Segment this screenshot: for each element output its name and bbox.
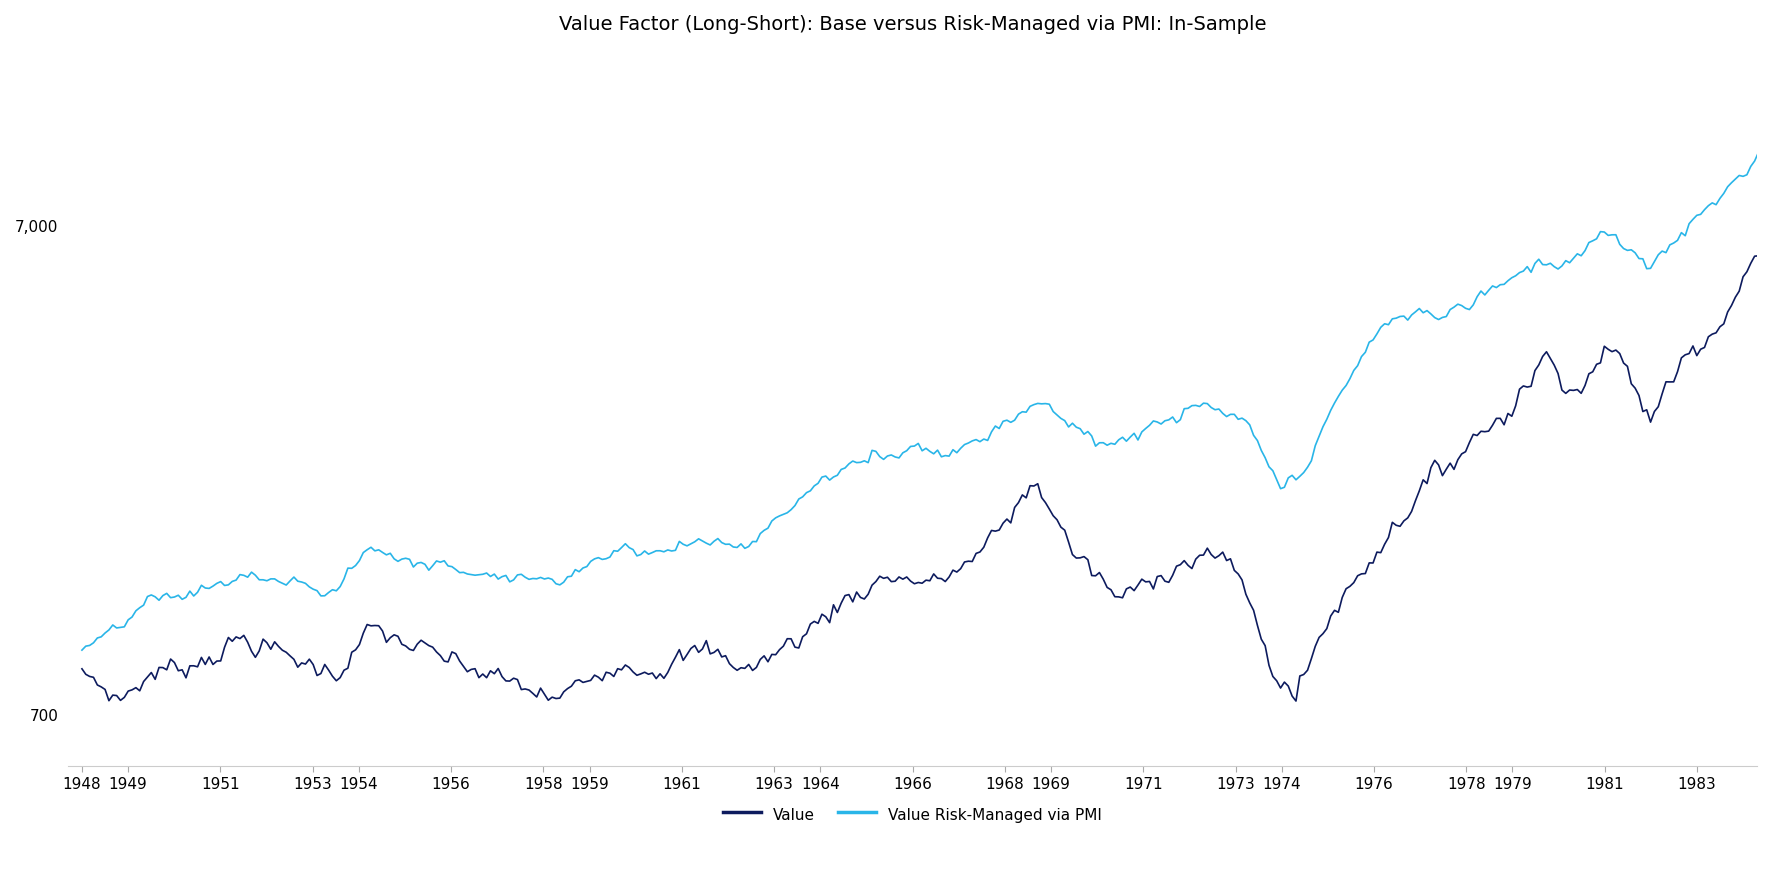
Value Risk-Managed via PMI <box>641 548 663 558</box>
Value Risk-Managed via PMI <box>97 625 119 635</box>
Value <box>641 668 663 679</box>
Value <box>684 641 705 651</box>
Value Risk-Managed via PMI <box>684 536 705 547</box>
Value <box>1285 696 1306 706</box>
Line: Value Risk-Managed via PMI: Value Risk-Managed via PMI <box>82 111 1772 650</box>
Line: Value: Value <box>82 214 1772 701</box>
Value <box>1031 493 1053 503</box>
Value Risk-Managed via PMI <box>1031 399 1053 409</box>
Value <box>97 696 119 706</box>
Title: Value Factor (Long-Short): Base versus Risk-Managed via PMI: In-Sample: Value Factor (Long-Short): Base versus R… <box>558 15 1267 34</box>
Value Risk-Managed via PMI <box>618 542 640 553</box>
Value <box>71 664 92 674</box>
Value <box>668 644 689 655</box>
Value <box>618 662 640 672</box>
Value Risk-Managed via PMI <box>71 645 92 656</box>
Legend: Value, Value Risk-Managed via PMI: Value, Value Risk-Managed via PMI <box>716 799 1109 830</box>
Value Risk-Managed via PMI <box>668 536 689 547</box>
